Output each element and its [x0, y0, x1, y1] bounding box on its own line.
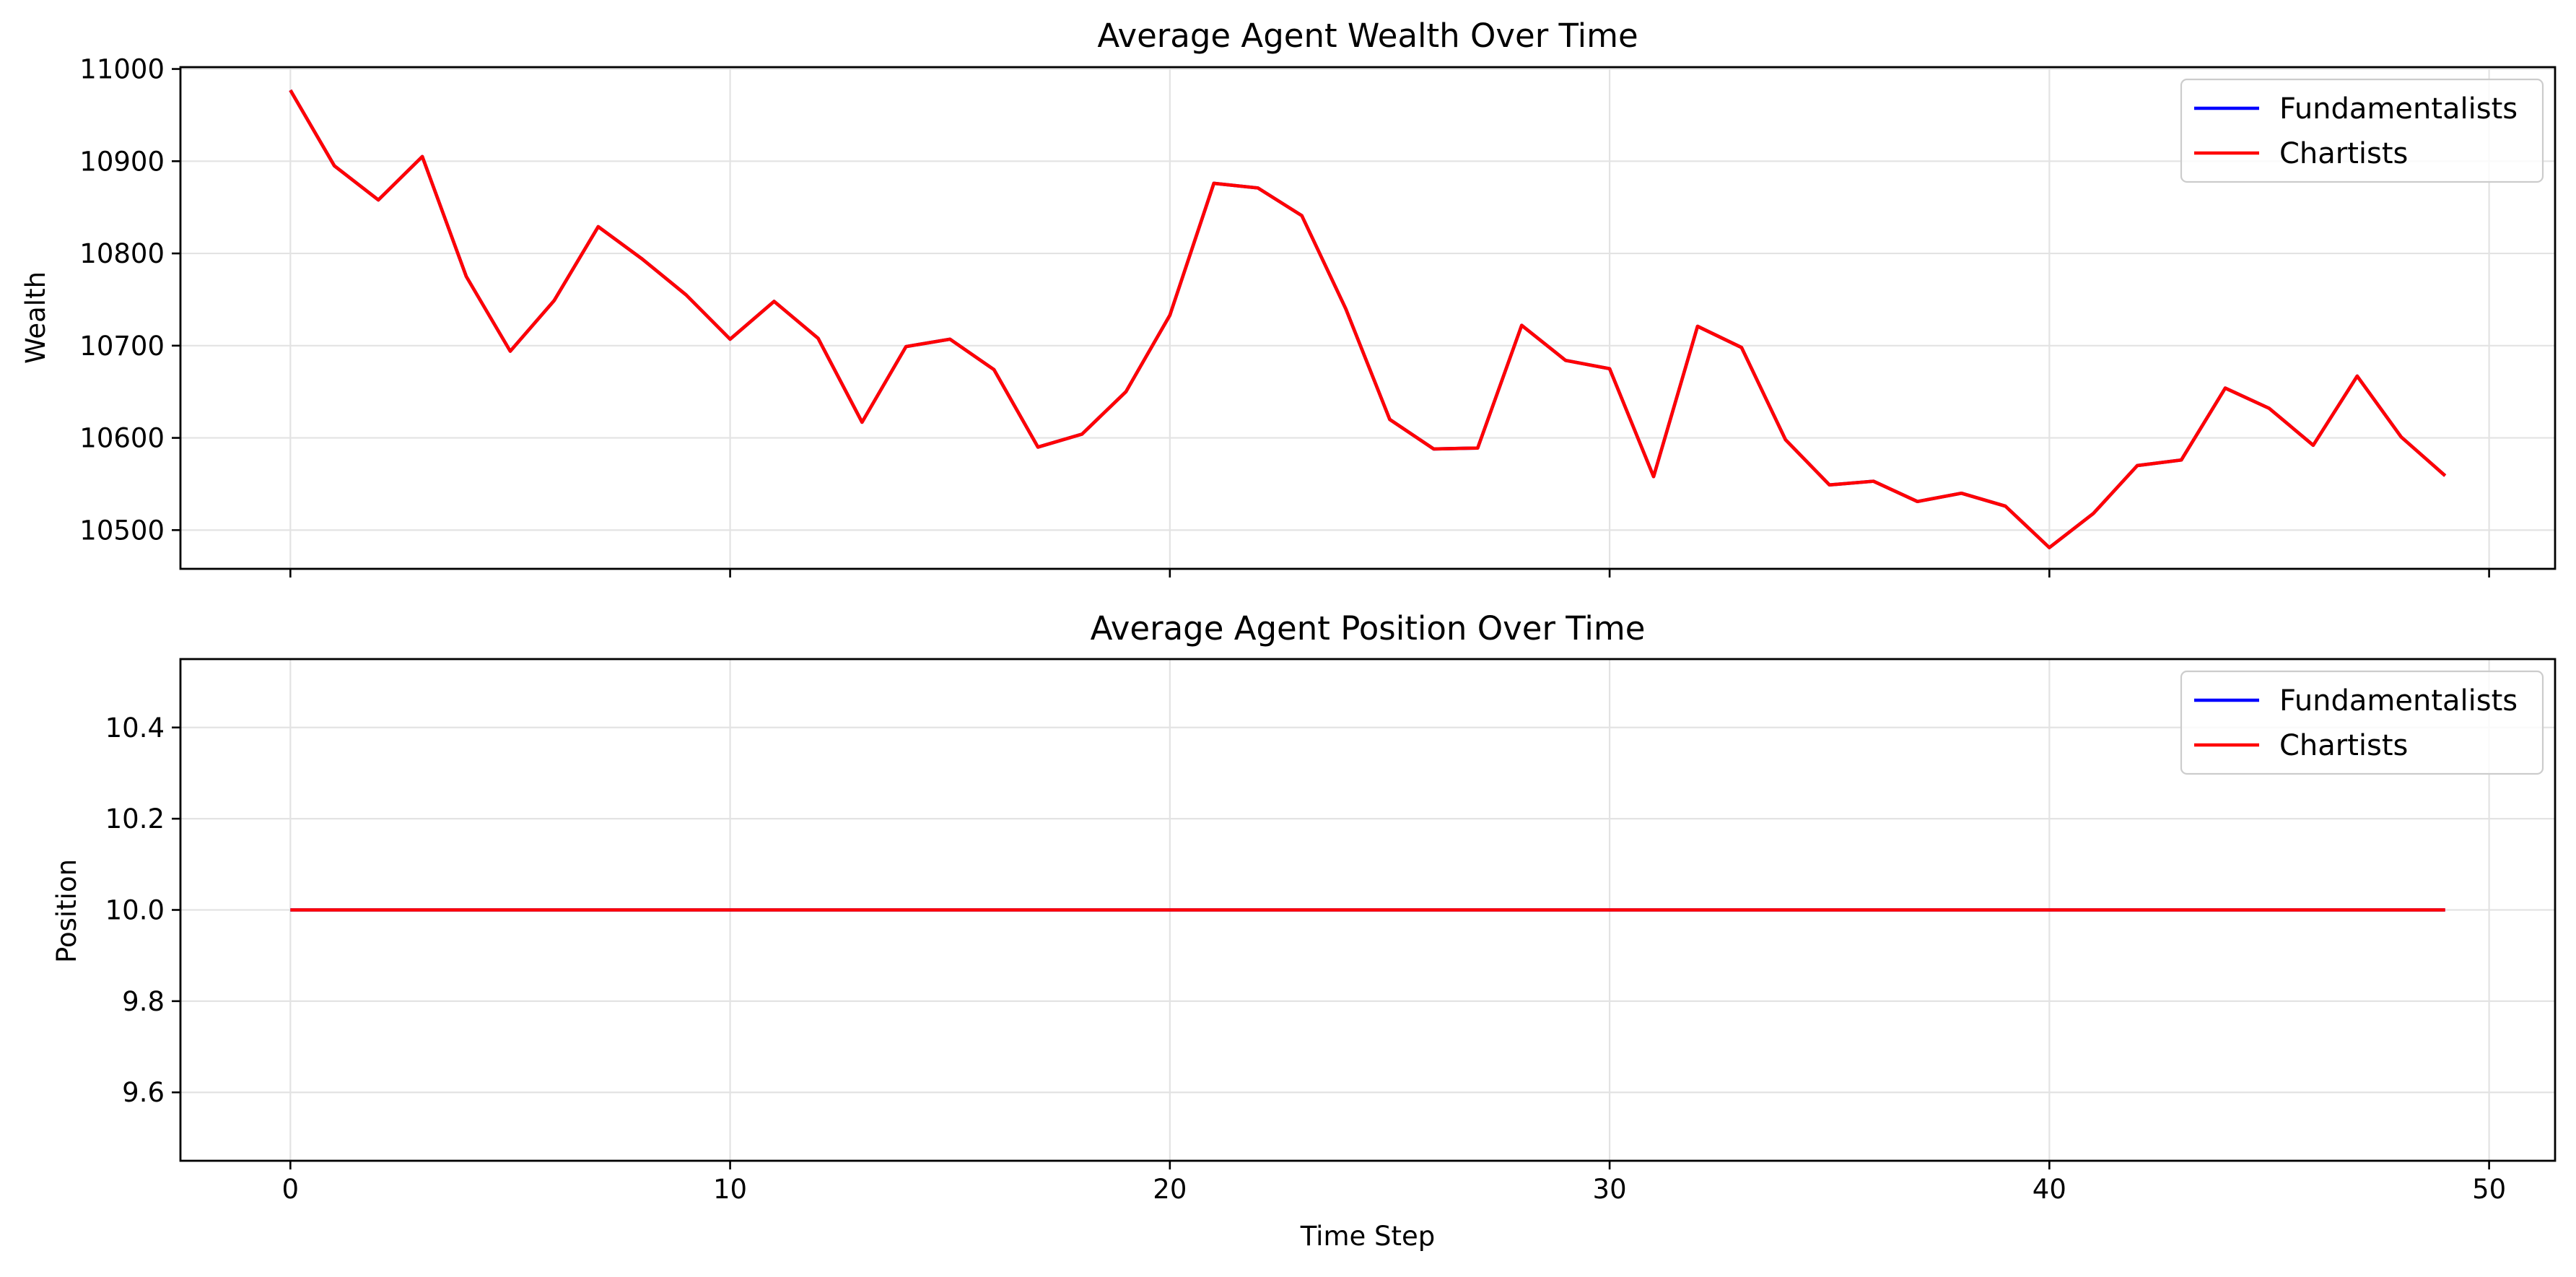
wealth-y-tick-label: 10700: [79, 331, 165, 362]
position-y-tick-label: 9.6: [122, 1077, 165, 1108]
position-y-axis-label: Position: [51, 859, 82, 963]
wealth-y-tick-label: 10800: [79, 238, 165, 269]
wealth-chart-ticks: 10500 10600 10700 10800 10900 11000: [79, 54, 2490, 578]
position-y-tick-label: 10.4: [105, 712, 165, 744]
wealth-chart-title: Average Agent Wealth Over Time: [1097, 17, 1638, 55]
position-chart-title: Average Agent Position Over Time: [1091, 609, 1646, 648]
position-y-tick-label: 10.2: [105, 803, 165, 834]
position-x-tick-label: 0: [282, 1174, 300, 1205]
wealth-chart-panel: Average Agent Wealth Over Time 10500 1060…: [20, 17, 2557, 578]
series-line-chartists: [289, 89, 2447, 549]
wealth-y-axis-label: Wealth: [20, 271, 51, 364]
position-x-tick-label: 20: [1153, 1174, 1187, 1205]
position-x-tick-label: 30: [1593, 1174, 1627, 1205]
legend-label-fundamentalists: Fundamentalists: [2279, 92, 2518, 126]
wealth-y-tick-label: 10600: [79, 423, 165, 454]
wealth-chart-frame: [179, 66, 2557, 570]
legend-label-chartists: Chartists: [2279, 137, 2408, 170]
legend-label-chartists: Chartists: [2279, 729, 2408, 762]
position-chart-legend: Fundamentalists Chartists: [2180, 670, 2544, 775]
position-x-tick-label: 10: [713, 1174, 747, 1205]
position-y-tick-label: 9.8: [122, 986, 165, 1017]
position-x-tick-label: 40: [2033, 1174, 2066, 1205]
position-y-tick-label: 10.0: [105, 895, 165, 926]
wealth-y-tick-label: 10500: [79, 515, 165, 546]
x-axis-label: Time Step: [1300, 1221, 1436, 1252]
legend-label-fundamentalists: Fundamentalists: [2279, 684, 2518, 718]
position-chart-panel: Average Agent Position Over Time 0 10 20 30…: [51, 609, 2557, 1252]
position-chart-ticks: 0 10 20 30 40 50 9.6 9.8 10.0 10.2 10.4: [105, 712, 2507, 1205]
wealth-chart-series: [289, 89, 2447, 549]
wealth-y-tick-label: 10900: [79, 146, 165, 177]
wealth-chart-legend: Fundamentalists Chartists: [2180, 78, 2544, 183]
wealth-y-tick-label: 11000: [79, 54, 165, 85]
position-x-tick-label: 50: [2472, 1174, 2506, 1205]
